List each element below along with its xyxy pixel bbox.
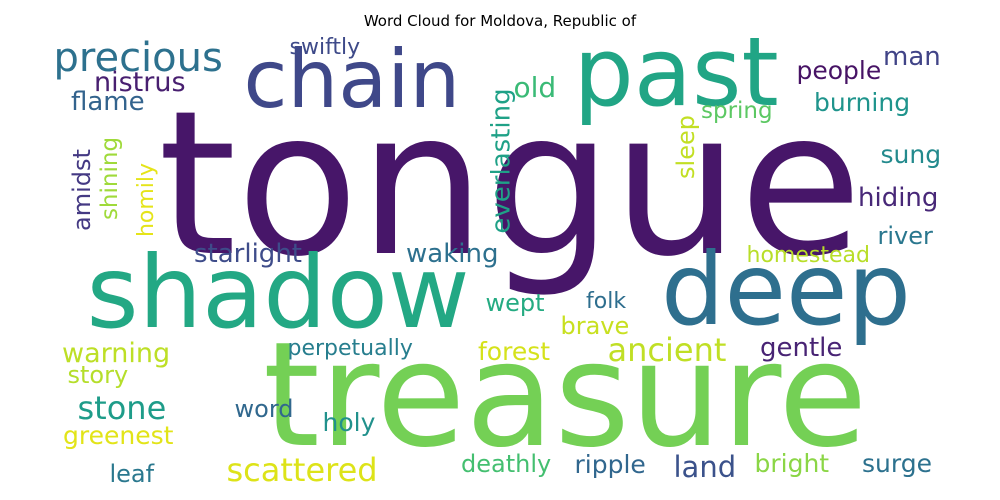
cloud-word-stone: stone [77,389,167,427]
cloud-word-old: old [513,71,557,104]
cloud-word-tongue: tongue [158,68,863,301]
cloud-word-flame: flame [71,87,145,117]
cloud-word-hiding: hiding [858,183,939,213]
cloud-word-amidst: amidst [67,149,96,231]
cloud-word-story: story [67,361,129,389]
cloud-word-wept: wept [485,289,545,317]
cloud-word-gentle: gentle [760,333,843,363]
cloud-word-land: land [673,449,737,484]
cloud-word-everlasting: everlasting [486,88,517,234]
cloud-word-homestead: homestead [746,243,870,268]
cloud-word-man: man [883,42,941,72]
cloud-word-shadow: shadow [86,234,470,351]
cloud-word-swiftly: swiftly [289,35,361,60]
cloud-word-deep: deep [661,231,911,348]
cloud-word-greenest: greenest [63,420,174,450]
cloud-word-homily: homily [134,162,160,238]
cloud-word-ancient: ancient [607,331,727,369]
cloud-word-bright: bright [754,448,830,478]
cloud-word-shining: shining [96,136,123,220]
cloud-word-word: word [234,395,294,423]
cloud-word-perpetually: perpetually [287,336,413,361]
cloud-word-chain: chain [243,33,461,126]
cloud-word-sung: sung [880,139,942,169]
cloud-word-precious: precious [53,35,223,81]
cloud-word-holy: holy [322,407,376,437]
cloud-word-ripple: ripple [574,449,646,479]
cloud-word-scattered: scattered [226,451,378,489]
cloud-word-forest: forest [478,336,551,366]
cloud-word-nistrus: nistrus [94,66,186,98]
chart-title: Word Cloud for Moldova, Republic of [363,12,637,30]
cloud-word-treasure: treasure [263,310,868,480]
cloud-word-starlight: starlight [194,239,302,269]
cloud-word-waking: waking [406,239,499,269]
cloud-word-burning: burning [814,87,911,117]
cloud-word-warning: warning [62,337,171,369]
cloud-word-leaf: leaf [109,460,155,488]
cloud-word-folk: folk [586,289,627,314]
cloud-word-past: past [573,17,779,128]
cloud-word-people: people [796,55,882,85]
cloud-word-river: river [877,222,933,250]
cloud-word-deathly: deathly [461,450,552,478]
cloud-word-brave: brave [560,312,630,340]
cloud-word-surge: surge [862,448,932,478]
cloud-word-sleep: sleep [671,115,700,179]
cloud-word-spring: spring [701,97,773,124]
